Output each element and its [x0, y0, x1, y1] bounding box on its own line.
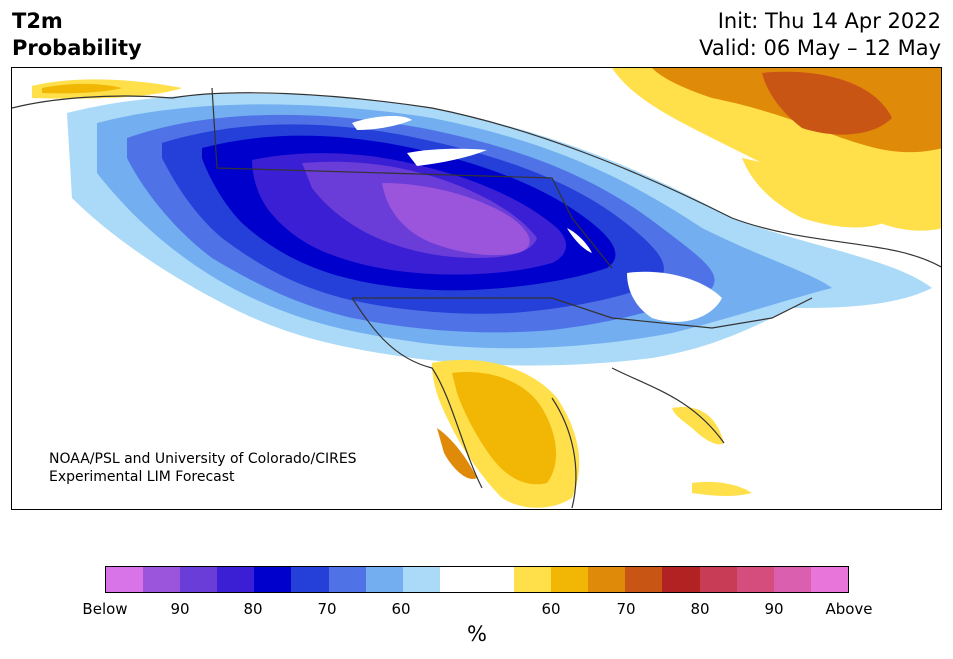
colorbar-segment-below-4 — [254, 567, 292, 592]
warm-region-arctic-core — [762, 71, 892, 135]
tick-label-above-90: 90 — [764, 600, 784, 618]
colorbar-segment-above-6 — [736, 567, 774, 592]
colorbar-segment-above-5 — [699, 567, 737, 592]
variable-label: T2m — [12, 9, 63, 33]
colorbar-segment-below-7 — [365, 567, 403, 592]
colorbar-unit: % — [467, 622, 487, 646]
great-lakes — [627, 271, 722, 322]
colorbar-segment-below-5 — [291, 567, 329, 592]
tick-label-below-90: 90 — [170, 600, 190, 618]
colorbar-segment-above-7 — [773, 567, 811, 592]
tick-label-above-70: 70 — [616, 600, 636, 618]
credit-text: NOAA/PSL and University of Colorado/CIRE… — [49, 450, 357, 486]
warm-region-labrador — [742, 158, 892, 228]
warm-region-caribbean — [692, 481, 752, 497]
map-title: T2m Probability — [12, 8, 142, 62]
colorbar-segment-below-0 — [106, 567, 144, 592]
init-date: Init: Thu 14 Apr 2022 — [717, 9, 941, 33]
tick-label-above-80: 80 — [690, 600, 710, 618]
warm-region-baja — [437, 428, 477, 479]
tick-label-above: Above — [825, 600, 873, 618]
tick-label-above-60: 60 — [541, 600, 561, 618]
warm-region-alaska-core — [42, 83, 122, 94]
boundaries — [12, 87, 941, 509]
valid-date: Valid: 06 May – 12 May — [699, 36, 941, 60]
colorbar-segment-above-1 — [551, 567, 589, 592]
cold-contour-95 — [382, 183, 530, 256]
warm-region-florida — [672, 407, 724, 445]
probability-map — [11, 67, 942, 510]
colorbar-segment-neutral — [439, 567, 515, 592]
colorbar-segment-above-3 — [625, 567, 663, 592]
colorbar-segment-below-3 — [217, 567, 255, 592]
credit-line-2: Experimental LIM Forecast — [49, 469, 235, 485]
tick-label-below: Below — [82, 600, 128, 618]
tick-label-below-60: 60 — [391, 600, 411, 618]
tick-label-below-80: 80 — [243, 600, 263, 618]
date-info: Init: Thu 14 Apr 2022 Valid: 06 May – 12… — [699, 8, 941, 62]
colorbar-segment-below-2 — [180, 567, 218, 592]
colorbar-segment-above-8 — [810, 567, 848, 592]
colorbar — [105, 566, 849, 593]
lake-winnipeg — [567, 228, 592, 253]
credit-line-1: NOAA/PSL and University of Colorado/CIRE… — [49, 451, 357, 467]
colorbar-segment-above-2 — [588, 567, 626, 592]
colorbar-segment-below-8 — [402, 567, 440, 592]
map-canvas — [12, 68, 941, 509]
colorbar-segment-below-1 — [143, 567, 181, 592]
colorbar-segment-below-6 — [328, 567, 366, 592]
warm-region-southwest-core — [452, 372, 557, 485]
colorbar-segment-above-0 — [514, 567, 552, 592]
product-label: Probability — [12, 36, 142, 60]
lake-slave — [407, 148, 487, 166]
lake-bear — [352, 116, 412, 130]
tick-label-below-70: 70 — [317, 600, 337, 618]
colorbar-segment-above-4 — [662, 567, 700, 592]
